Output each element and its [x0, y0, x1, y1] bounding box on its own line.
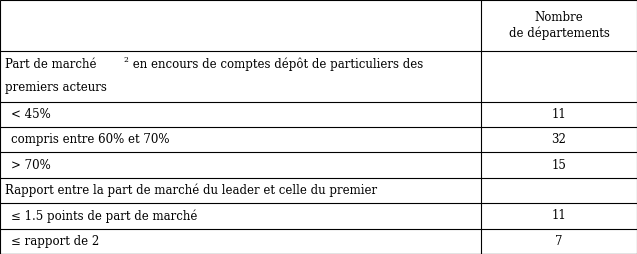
Text: 32: 32 — [552, 133, 566, 146]
Text: 7: 7 — [555, 235, 562, 248]
Text: compris entre 60% et 70%: compris entre 60% et 70% — [11, 133, 170, 146]
Text: 15: 15 — [552, 158, 566, 172]
Text: Nombre
de départements: Nombre de départements — [508, 11, 610, 40]
Text: Rapport entre la part de marché du leader et celle du premier: Rapport entre la part de marché du leade… — [5, 184, 377, 197]
Text: ≤ 1.5 points de part de marché: ≤ 1.5 points de part de marché — [11, 209, 198, 223]
Text: 2: 2 — [123, 56, 128, 65]
Text: 11: 11 — [552, 108, 566, 121]
Text: ≤ rapport de 2: ≤ rapport de 2 — [11, 235, 100, 248]
Text: Part de marché: Part de marché — [5, 58, 97, 71]
Text: > 70%: > 70% — [11, 158, 51, 172]
Text: < 45%: < 45% — [11, 108, 51, 121]
Text: en encours de comptes dépôt de particuliers des: en encours de comptes dépôt de particuli… — [129, 58, 424, 71]
Text: premiers acteurs: premiers acteurs — [5, 81, 107, 94]
Text: 11: 11 — [552, 209, 566, 223]
